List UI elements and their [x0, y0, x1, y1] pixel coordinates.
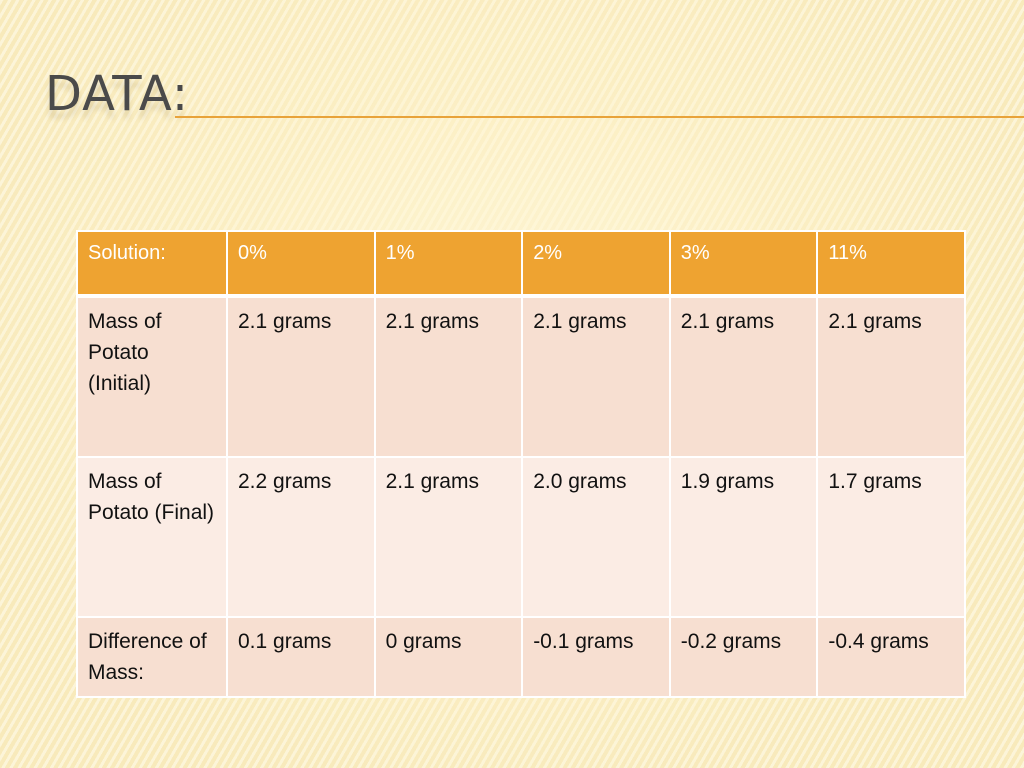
table-cell: 0 grams	[373, 616, 524, 698]
table-cell: 2.2 grams	[226, 456, 376, 618]
header-cell-2-percent: 2%	[521, 230, 671, 298]
row-label-difference: Difference of Mass:	[76, 616, 228, 698]
table-cell: 2.1 grams	[816, 295, 966, 458]
table-cell: 1.7 grams	[816, 456, 966, 618]
table-cell: 1.9 grams	[668, 456, 819, 618]
table-cell: 0.1 grams	[226, 616, 376, 698]
table-cell: 2.1 grams	[521, 295, 671, 458]
header-cell-3-percent: 3%	[668, 230, 819, 298]
row-label-initial: Mass of Potato (Initial)	[76, 295, 228, 458]
table-row-difference: Difference of Mass: 0.1 grams 0 grams -0…	[76, 616, 966, 698]
table-cell: 2.1 grams	[226, 295, 376, 458]
header-cell-0-percent: 0%	[226, 230, 376, 298]
table-cell: -0.1 grams	[521, 616, 671, 698]
table-cell: 2.1 grams	[668, 295, 819, 458]
table-header-row: Solution: 0% 1% 2% 3% 11%	[76, 230, 966, 298]
title-underline	[175, 116, 1024, 118]
row-label-final: Mass of Potato (Final)	[76, 456, 228, 618]
table-cell: 2.1 grams	[373, 456, 524, 618]
table-cell: -0.2 grams	[668, 616, 819, 698]
table-cell: 2.1 grams	[373, 295, 524, 458]
header-cell-1-percent: 1%	[373, 230, 524, 298]
header-cell-solution: Solution:	[76, 230, 228, 298]
table-row-initial-mass: Mass of Potato (Initial) 2.1 grams 2.1 g…	[76, 295, 966, 458]
header-cell-11-percent: 11%	[816, 230, 966, 298]
data-table: Solution: 0% 1% 2% 3% 11% Mass of Potato…	[76, 230, 966, 698]
slide-title: DATA:	[45, 66, 189, 122]
table-cell: -0.4 grams	[816, 616, 966, 698]
table-row-final-mass: Mass of Potato (Final) 2.2 grams 2.1 gra…	[76, 456, 966, 618]
table-cell: 2.0 grams	[521, 456, 671, 618]
